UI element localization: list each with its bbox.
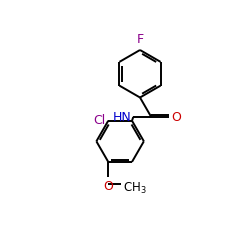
Text: O: O: [103, 180, 113, 193]
Text: Cl: Cl: [94, 114, 106, 127]
Text: CH$_3$: CH$_3$: [123, 180, 147, 196]
Text: F: F: [136, 33, 143, 46]
Text: HN: HN: [112, 110, 131, 124]
Text: O: O: [172, 110, 181, 124]
